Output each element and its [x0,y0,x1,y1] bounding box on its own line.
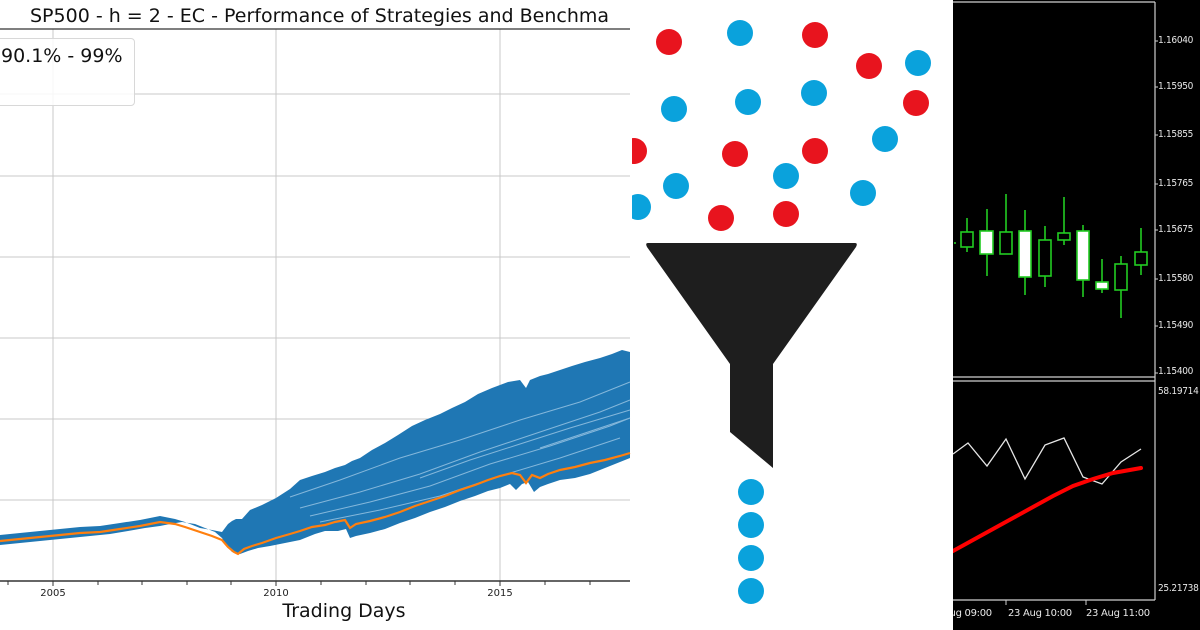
price-axis-ticks [1005,40,1158,605]
chart-title: SP500 - h = 2 - EC - Performance of Stra… [30,5,610,27]
x-tick-2005: 2005 [40,588,66,599]
price-label: 1.15855 [1158,129,1194,140]
input-dot-blue [872,126,898,152]
input-dot-red [722,141,748,167]
x-tick-2010: 2010 [263,588,289,599]
price-label: 1.15490 [1158,320,1194,331]
performance-chart-panel: SP500 - h = 2 - EC - Performance of Stra… [0,5,631,622]
mt4-chart [953,1,1158,605]
price-label: 1.15580 [1158,273,1194,284]
funnel-illustration-panel [632,0,953,630]
time-label: 23 Aug 09:00 [953,608,992,619]
mt4-frame [953,1,1156,601]
oscillator-max-label: 58.19714 [1158,386,1199,397]
legend-label: 90.1% - 99% [1,45,123,67]
input-dot-blue [735,89,761,115]
input-dot-blue [727,20,753,46]
x-axis-ticks [7,581,591,586]
price-label: 1.15400 [1158,366,1194,377]
x-tick-2015: 2015 [487,588,513,599]
time-label: 23 Aug 10:00 [1008,608,1072,619]
mt4-chart-panel: 1.16040 1.15950 1.15855 1.15765 1.15675 … [953,0,1200,630]
input-dot-blue [632,194,651,220]
input-dot-red [903,90,929,116]
price-label: 1.15950 [1158,81,1194,92]
price-label: 1.16040 [1158,35,1194,46]
output-dot-blue [738,512,764,538]
input-dot-blue [801,80,827,106]
input-dot-red [656,29,682,55]
chart-legend: 90.1% - 99% [0,38,135,106]
output-dots-group [738,479,764,604]
performance-chart-plot [0,28,631,586]
price-label: 1.15675 [1158,224,1194,235]
funnel-illustration [632,20,931,604]
input-dot-red [802,22,828,48]
output-dot-blue [738,578,764,604]
oscillator-line [953,437,1142,485]
x-axis-label: Trading Days [282,600,406,622]
input-dot-blue [850,180,876,206]
input-dot-red [802,138,828,164]
oscillator-min-label: 25.21738 [1158,583,1199,594]
input-dots-group [632,20,931,231]
input-dot-blue [773,163,799,189]
time-label: 23 Aug 11:00 [1086,608,1150,619]
funnel-icon [646,243,857,468]
input-dot-red [773,201,799,227]
output-dot-blue [738,545,764,571]
output-dot-blue [738,479,764,505]
input-dot-red [708,205,734,231]
input-dot-blue [661,96,687,122]
strategies-band [0,350,630,554]
price-label: 1.15765 [1158,178,1194,189]
input-dot-red [632,138,647,164]
signal-line [953,466,1143,553]
input-dot-red [856,53,882,79]
candlesticks [954,194,1148,318]
benchmark-line [0,451,631,556]
input-dot-blue [905,50,931,76]
input-dot-blue [663,173,689,199]
